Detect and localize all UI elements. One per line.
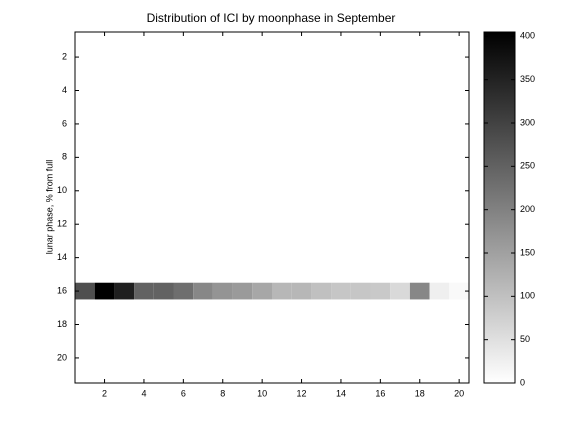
y-tick-label: 14	[57, 252, 67, 262]
colorbar-tick-label: 400	[520, 31, 535, 41]
heatmap-cell	[409, 282, 430, 300]
y-tick-label: 12	[57, 219, 67, 229]
x-tick-label: 10	[257, 388, 267, 398]
heatmap-cell	[193, 282, 213, 300]
colorbar-tick-label: 250	[520, 161, 535, 171]
y-tick-label: 6	[62, 118, 67, 128]
colorbar-tick-label: 100	[520, 291, 535, 301]
y-tick-label: 2	[62, 51, 67, 61]
heatmap-cell	[272, 282, 292, 300]
heatmap-cell	[311, 282, 332, 300]
colorbar-tick-label: 150	[520, 247, 535, 257]
heatmap-cell	[114, 282, 135, 300]
heatmap-cell	[212, 282, 233, 300]
y-axis-label: lunar phase, % from full	[44, 160, 54, 255]
y-tick-label: 18	[57, 319, 67, 329]
x-tick-label: 4	[141, 388, 146, 398]
x-tick-label: 8	[220, 388, 225, 398]
colorbar-tick-label: 200	[520, 204, 535, 214]
y-tick-label: 8	[62, 152, 67, 162]
heatmap-cell	[134, 282, 154, 300]
x-tick-label: 16	[375, 388, 385, 398]
x-tick-label: 14	[336, 388, 346, 398]
y-tick-label: 16	[57, 285, 67, 295]
heatmap-cell	[232, 282, 253, 300]
heatmap-cell	[252, 282, 272, 300]
heatmap-cell	[94, 282, 115, 300]
heatmap-cell	[390, 282, 410, 300]
x-tick-label: 20	[454, 388, 464, 398]
x-tick-label: 2	[102, 388, 107, 398]
colorbar-tick-label: 300	[520, 117, 535, 127]
y-tick-label: 4	[62, 85, 67, 95]
colorbar-tick-label: 350	[520, 74, 535, 84]
x-tick-label: 12	[297, 388, 307, 398]
colorbar-tick-label: 0	[520, 377, 525, 387]
colorbar-tick-label: 50	[520, 334, 530, 344]
heatmap-cell	[331, 282, 351, 300]
heatmap-cell	[350, 282, 371, 300]
heatmap-cell	[449, 282, 469, 300]
plot-frame	[74, 31, 470, 384]
heatmap-cell	[153, 282, 174, 300]
heatmap-cell	[370, 282, 391, 300]
y-tick-label: 20	[57, 352, 67, 362]
x-tick-label: 18	[415, 388, 425, 398]
heatmap-cell	[173, 282, 194, 300]
y-tick-label: 10	[57, 185, 67, 195]
chart-title: Distribution of ICI by moonphase in Sept…	[147, 11, 396, 25]
heatmap-cell	[75, 282, 95, 300]
colorbar	[483, 31, 516, 384]
heatmap-cell	[429, 282, 450, 300]
x-tick-label: 6	[181, 388, 186, 398]
heatmap-cell	[291, 282, 312, 300]
